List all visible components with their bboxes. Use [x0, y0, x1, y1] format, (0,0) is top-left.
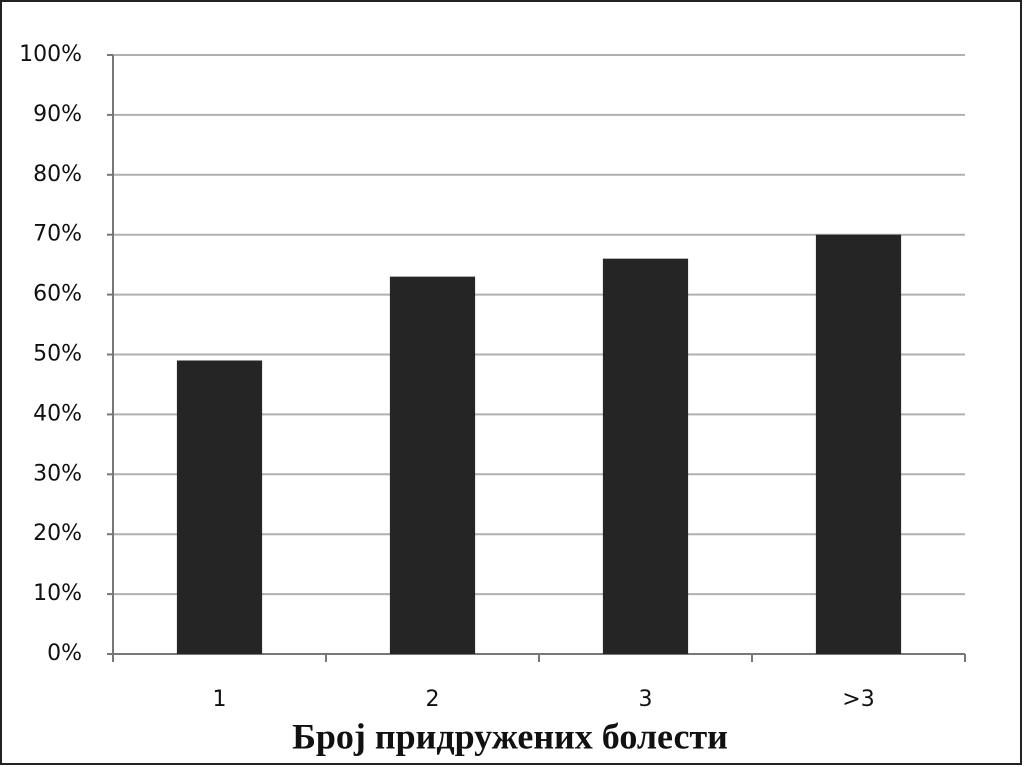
y-tick-label: 40% — [33, 401, 82, 426]
y-tick-label: 10% — [33, 581, 82, 606]
y-tick-label: 100% — [19, 42, 82, 67]
x-tick-label: 1 — [213, 687, 227, 712]
y-tick-label: 90% — [33, 102, 82, 127]
y-tick-label: 50% — [33, 342, 82, 367]
x-tick-label: >3 — [842, 687, 874, 712]
y-tick-label: 60% — [33, 282, 82, 307]
y-tick-label: 70% — [33, 222, 82, 247]
y-tick-label: 0% — [47, 641, 82, 666]
y-tick-label: 20% — [33, 521, 82, 546]
x-tick-label: 3 — [639, 687, 653, 712]
bar — [389, 276, 476, 654]
bar — [815, 234, 902, 654]
y-tick-label: 80% — [33, 162, 82, 187]
y-tick-label: 30% — [33, 461, 82, 486]
x-tick-label: 2 — [426, 687, 440, 712]
bar — [176, 360, 263, 654]
x-axis-title: Број придружених болести — [292, 716, 728, 756]
bar — [602, 258, 689, 654]
